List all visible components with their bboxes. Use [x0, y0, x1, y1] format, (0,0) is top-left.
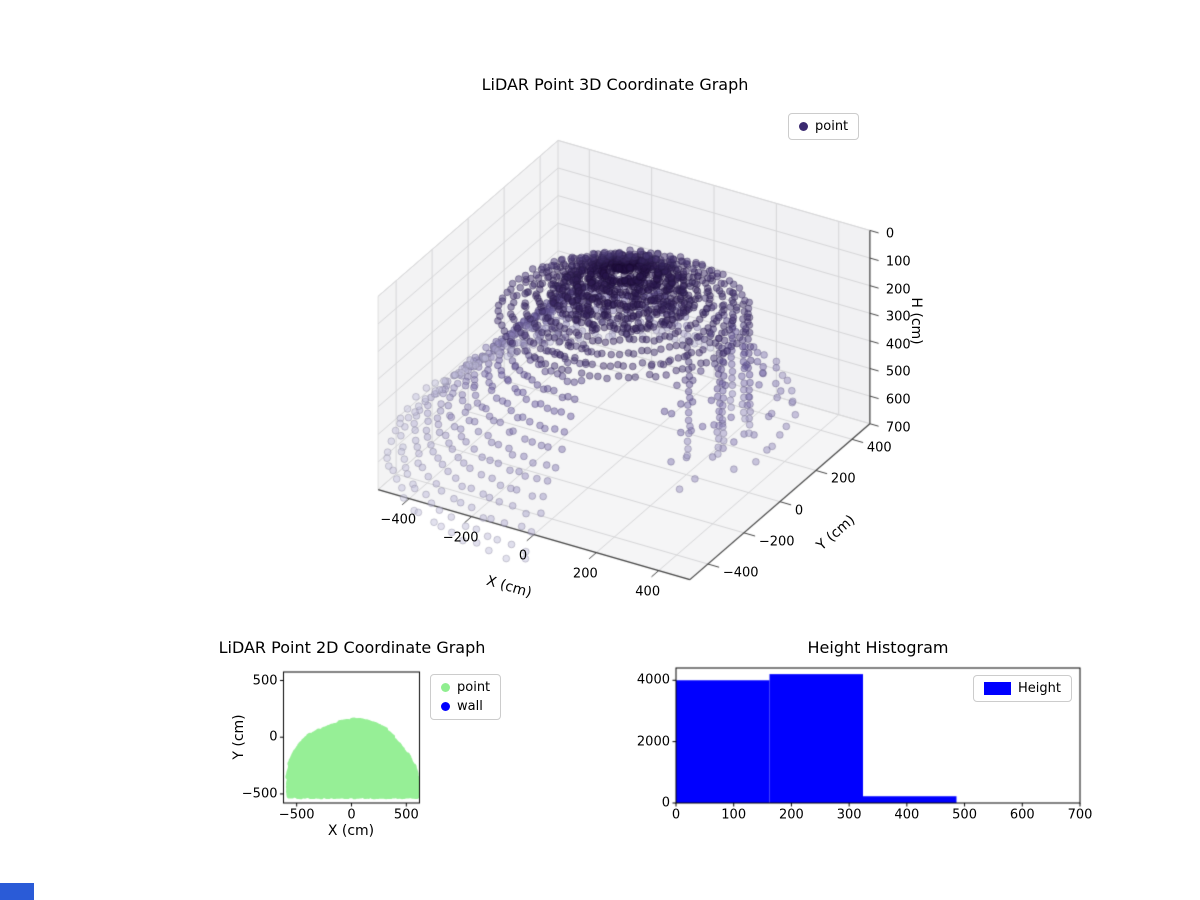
plot3d-h-axis-label: H (cm) [908, 297, 924, 345]
plot3d-x-tick-label: 0 [518, 548, 528, 564]
histogram-x-tick-label: 0 [671, 807, 681, 823]
plot3d-y-tick-label: 400 [866, 440, 892, 456]
plot3d-h-tick-label: 500 [885, 364, 911, 380]
histogram-legend: Height [973, 675, 1072, 702]
plot3d-h-tick-label: 100 [885, 254, 911, 270]
plot2d-legend: point wall [430, 674, 502, 720]
plot2d-y-tick-label: 0 [269, 729, 278, 745]
wall-marker-icon [441, 702, 450, 711]
plot2d-title: LiDAR Point 2D Coordinate Graph [218, 638, 486, 657]
bottom-left-blue-strip [0, 883, 34, 900]
histogram-y-tick-label: 2000 [636, 734, 670, 750]
legend-entry-point: point [799, 119, 848, 134]
plot2d-y-tick-label: 500 [252, 673, 278, 688]
legend-label: point [815, 119, 849, 134]
histogram-title: Height Histogram [807, 638, 949, 657]
point-marker-icon [441, 683, 450, 692]
histogram-x-tick-label: 400 [894, 807, 920, 823]
plot2d-x-tick-label: 500 [393, 807, 419, 823]
legend-label: point [457, 680, 491, 695]
plot3d-y-tick-label: −200 [758, 534, 795, 550]
plot2d-y-axis-label: Y (cm) [231, 714, 247, 760]
plot2d-x-tick-label: 0 [347, 807, 356, 823]
histogram-x-tick-label: 700 [1067, 807, 1093, 823]
legend-entry-wall: wall [441, 699, 490, 714]
histogram-x-tick-label: 300 [836, 807, 862, 823]
plot3d-y-tick-label: 200 [830, 471, 856, 487]
histogram-x-tick-label: 500 [952, 807, 977, 823]
legend-entry-height: Height [984, 681, 1061, 696]
plot3d-x-tick-label: 400 [635, 584, 661, 600]
plot3d-x-tick-label: −400 [380, 512, 417, 528]
point-marker-icon [799, 122, 808, 131]
plot3d-h-tick-label: 300 [885, 309, 911, 325]
plot2d-y-tick-label: −500 [241, 786, 278, 802]
histogram-y-tick-label: 0 [661, 795, 670, 811]
histogram-y-tick-label: 4000 [636, 672, 670, 688]
legend-label: wall [457, 699, 483, 714]
plot3d-h-tick-label: 400 [885, 337, 911, 353]
plot2d-x-tick-label: −500 [278, 807, 315, 823]
histogram-x-tick-label: 200 [779, 807, 804, 823]
histogram-x-tick-label: 100 [721, 807, 747, 823]
plot3d-h-tick-label: 200 [885, 282, 911, 298]
plot3d-h-tick-label: 0 [885, 226, 895, 242]
plot3d-x-tick-label: 200 [572, 566, 598, 582]
plot2d-x-axis-label: X (cm) [327, 823, 375, 839]
plot3d-title: LiDAR Point 3D Coordinate Graph [481, 75, 749, 94]
legend-entry-point: point [441, 680, 490, 695]
legend-label: Height [1018, 681, 1061, 696]
plot3d-y-tick-label: 0 [794, 503, 804, 519]
histogram-x-tick-label: 600 [1009, 807, 1035, 823]
plot3d-h-tick-label: 700 [885, 420, 911, 436]
height-patch-icon [984, 682, 1011, 695]
plot3d-h-tick-label: 600 [885, 392, 911, 408]
plot3d-x-tick-label: −200 [442, 530, 479, 546]
plot3d-legend: point [788, 113, 860, 140]
plot3d-y-tick-label: −400 [722, 565, 759, 581]
